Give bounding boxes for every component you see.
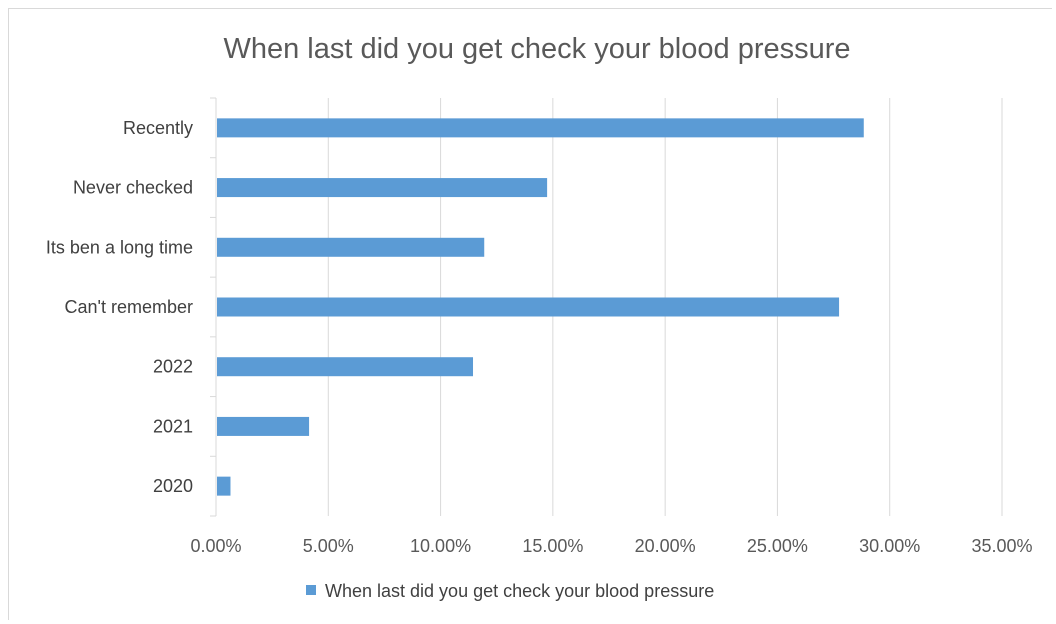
bar <box>217 237 485 257</box>
x-tick-label: 35.00% <box>971 536 1032 556</box>
bar <box>217 297 840 317</box>
bars <box>217 118 864 496</box>
category-label: Recently <box>123 118 193 138</box>
x-tick-label: 10.00% <box>410 536 471 556</box>
legend-label: When last did you get check your blood p… <box>325 581 714 601</box>
x-tick-label: 15.00% <box>522 536 583 556</box>
bar <box>217 118 864 138</box>
bar <box>217 357 474 377</box>
category-axis <box>210 97 217 517</box>
category-labels: Recently Never checked Its ben a long time… <box>46 118 193 496</box>
category-label: Never checked <box>73 178 193 198</box>
x-tick-label: 30.00% <box>859 536 920 556</box>
x-tick-label: 20.00% <box>635 536 696 556</box>
legend-swatch <box>306 585 316 595</box>
bar <box>217 178 548 198</box>
x-tick-label: 0.00% <box>190 536 241 556</box>
category-label: Can't remember <box>65 297 193 317</box>
value-axis-tick-labels: 0.00% 5.00% 10.00% 15.00% 20.00% 25.00% 30.00%… <box>190 536 1032 556</box>
chart-title: When last did you get check your blood p… <box>223 33 850 65</box>
x-tick-label: 5.00% <box>303 536 354 556</box>
category-label: 2020 <box>153 476 193 496</box>
legend: When last did you get check your blood p… <box>306 581 714 601</box>
bar <box>217 476 231 496</box>
category-label: 2021 <box>153 416 193 436</box>
x-tick-label: 25.00% <box>747 536 808 556</box>
category-label: Its ben a long time <box>46 237 193 257</box>
category-label: 2022 <box>153 357 193 377</box>
bar <box>217 416 310 436</box>
